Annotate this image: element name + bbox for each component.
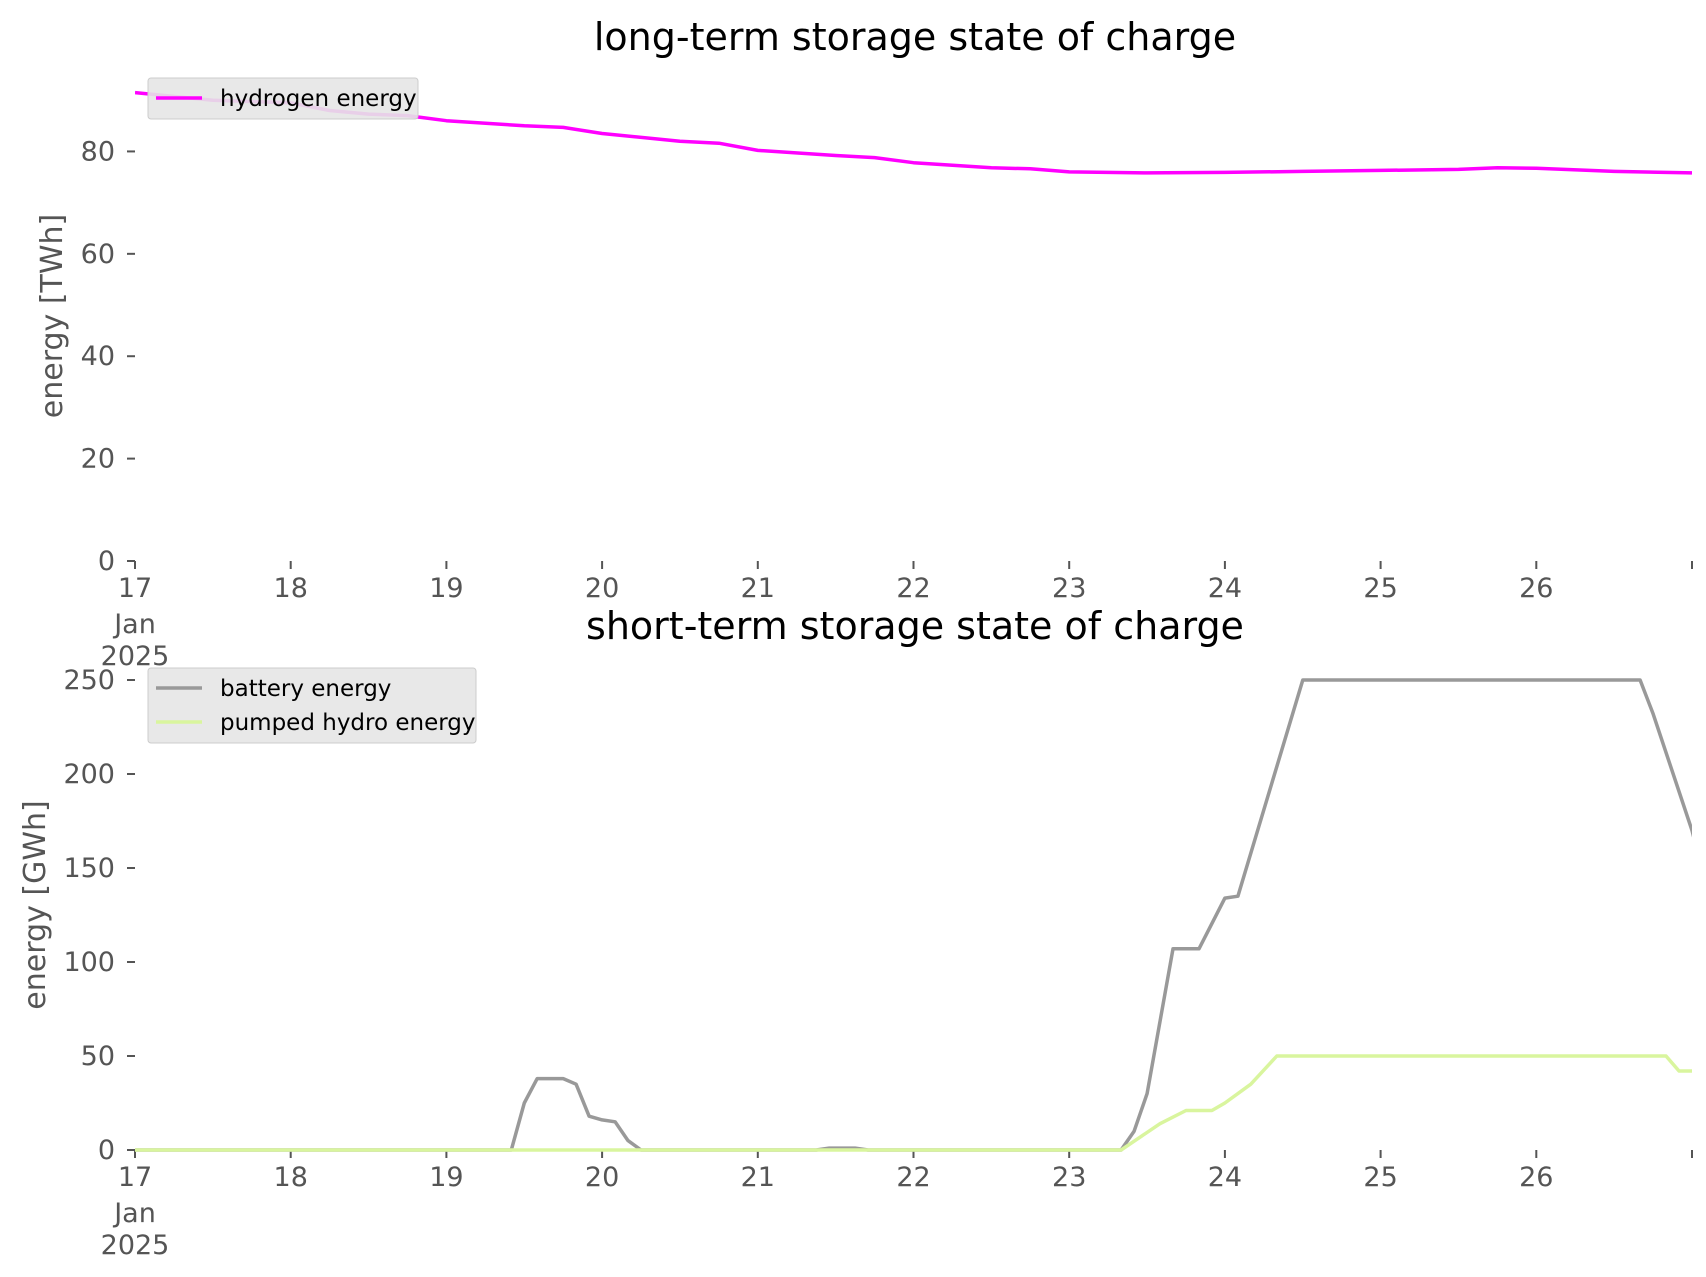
x-tick-label: 26 (1519, 573, 1553, 604)
series-lines (135, 680, 1706, 1150)
chart-title: short-term storage state of charge (586, 604, 1244, 648)
legend: battery energy pumped hydro energy (148, 668, 476, 743)
y-axis-label: energy [GWh] (18, 800, 53, 1009)
y-tick-label: 0 (98, 546, 115, 577)
x-tick-label: 24 (1208, 1162, 1242, 1193)
y-axis-label: energy [TWh] (35, 214, 70, 418)
x-tick-label: 20 (585, 573, 619, 604)
y-axis: 0 20 40 60 80 (81, 136, 135, 577)
legend-label: pumped hydro energy (220, 710, 476, 736)
y-tick-label: 20 (81, 444, 115, 475)
x-tick-label: 23 (1052, 1162, 1086, 1193)
legend: hydrogen energy (148, 78, 418, 119)
y-tick-label: 200 (63, 759, 115, 790)
legend-label: battery energy (220, 676, 391, 702)
series-line (135, 680, 1706, 1150)
y-axis: 0 50 100 150 200 250 (63, 665, 135, 1166)
chart-title: long-term storage state of charge (594, 15, 1236, 59)
y-tick-label: 150 (63, 853, 115, 884)
x-tick-label: 24 (1208, 573, 1242, 604)
y-tick-label: 0 (98, 1135, 115, 1166)
short-term-chart: short-term storage state of charge energ… (18, 604, 1706, 1261)
x-tick-label: 26 (1519, 1162, 1553, 1193)
x-tick-label: 21 (741, 1162, 775, 1193)
y-tick-label: 100 (63, 947, 115, 978)
x-tick-label: 17 (118, 573, 152, 604)
y-tick-label: 80 (81, 136, 115, 167)
x-tick-label: 23 (1052, 573, 1086, 604)
legend-label: hydrogen energy (220, 86, 417, 112)
x-tick-label: 17 (118, 1162, 152, 1193)
x-tick-sublabel: 2025 (101, 1230, 170, 1261)
x-tick-label: 25 (1363, 573, 1397, 604)
x-tick-label: 19 (429, 1162, 463, 1193)
x-tick-label: 18 (274, 573, 308, 604)
series-line (135, 1056, 1706, 1150)
x-tick-label: 25 (1363, 1162, 1397, 1193)
x-tick-sublabel: Jan (112, 609, 156, 640)
x-tick-sublabel: Jan (112, 1198, 156, 1229)
y-tick-label: 40 (81, 341, 115, 372)
long-term-chart: long-term storage state of charge energy… (35, 15, 1692, 672)
x-tick-label: 19 (429, 573, 463, 604)
y-tick-label: 60 (81, 239, 115, 270)
x-tick-label: 22 (896, 1162, 930, 1193)
x-tick-label: 20 (585, 1162, 619, 1193)
y-tick-label: 250 (63, 665, 115, 696)
x-tick-label: 18 (274, 1162, 308, 1193)
x-tick-label: 21 (741, 573, 775, 604)
x-tick-label: 22 (896, 573, 930, 604)
y-tick-label: 50 (81, 1041, 115, 1072)
